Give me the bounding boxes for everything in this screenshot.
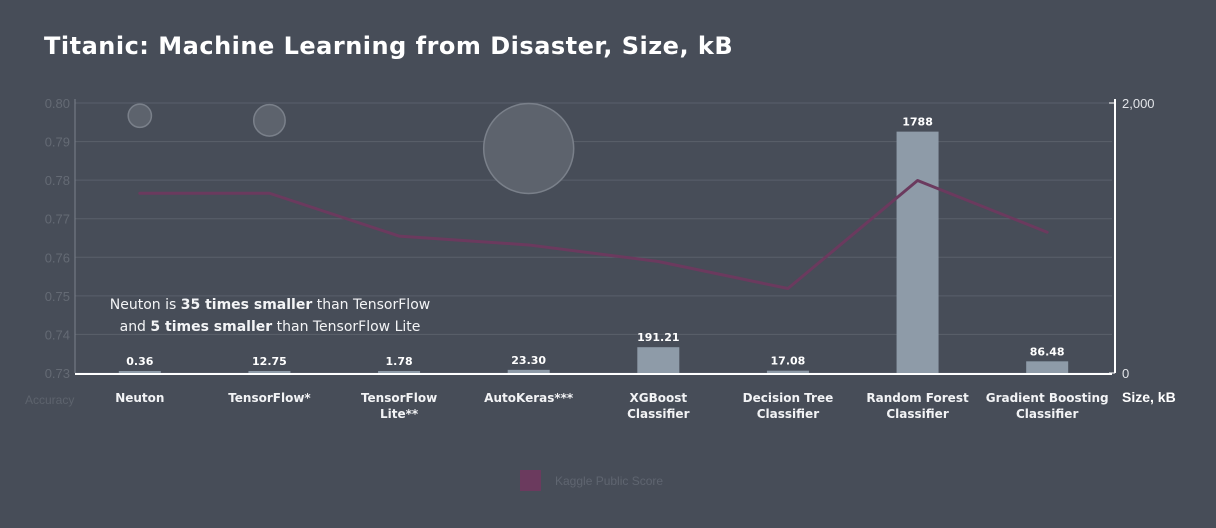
bar (118, 371, 161, 373)
y-right-tick-label: 2,000 (1122, 96, 1155, 111)
bar-value-label: 23.30 (511, 354, 546, 367)
line-kaggle-public-score (138, 179, 1049, 291)
y-left-tick-label: 0.77 (45, 212, 70, 227)
chart-title: Titanic: Machine Learning from Disaster,… (44, 32, 734, 60)
x-category-label: Decision Tree Classifier (743, 391, 834, 421)
y-left-axis-title: Accuracy (25, 393, 74, 407)
bar-value-label: 86.48 (1030, 345, 1065, 358)
y-left-tick-label: 0.79 (45, 135, 70, 150)
bar-value-label: 1788 (902, 116, 933, 129)
x-category-label: Gradient Boosting Classifier (986, 391, 1109, 421)
y-left-tick-label: 0.78 (45, 173, 70, 188)
bar (378, 371, 421, 373)
x-category-label: Neuton (115, 391, 164, 405)
bar-value-label: 1.78 (385, 355, 412, 368)
y-left-tick-label: 0.74 (45, 327, 70, 342)
y-right-tick-label: 0 (1122, 366, 1129, 381)
x-category-label: TensorFlow Lite** (361, 391, 437, 421)
x-category-label: AutoKeras*** (484, 391, 574, 405)
legend-label: Kaggle Public Score (555, 473, 664, 488)
bar (896, 131, 939, 373)
x-category-label: TensorFlow* (228, 391, 311, 405)
bar (248, 371, 291, 373)
bubble (252, 103, 286, 137)
bar-value-label: 191.21 (637, 331, 679, 344)
y-right-axis-title: Size, kB (1122, 389, 1176, 405)
bar (1026, 361, 1069, 373)
y-left-tick-label: 0.76 (45, 250, 70, 265)
x-category-label: Random Forest Classifier (866, 391, 969, 421)
bubble (482, 102, 575, 195)
annotation: Neuton is 35 times smaller than TensorFl… (100, 294, 440, 338)
y-left-tick-label: 0.75 (45, 289, 70, 304)
bar-value-label: 0.36 (126, 355, 153, 368)
x-category-label: XGBoost Classifier (627, 391, 689, 421)
y-left-tick-label: 0.80 (45, 96, 70, 111)
bubble (127, 103, 153, 129)
bar (766, 370, 809, 373)
annotation-line-2: and 5 times smaller than TensorFlow Lite (119, 319, 421, 335)
legend-swatch (520, 470, 541, 491)
y-left-tick-label: 0.73 (45, 366, 70, 381)
bar (637, 347, 680, 373)
bar-value-label: 12.75 (252, 355, 287, 368)
legend[interactable]: Kaggle Public Score (520, 470, 663, 491)
bar-value-label: 17.08 (771, 355, 806, 368)
bar (507, 369, 550, 373)
annotation-line-1: Neuton is 35 times smaller than TensorFl… (109, 297, 431, 313)
